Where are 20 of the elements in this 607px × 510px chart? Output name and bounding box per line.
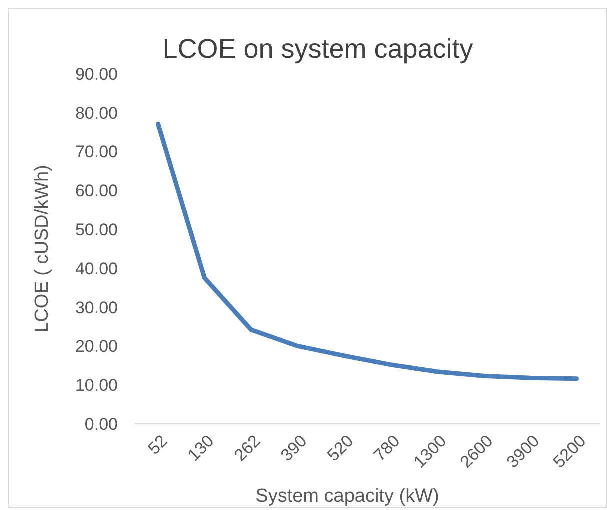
x-axis-title: System capacity (kW) <box>256 486 440 507</box>
x-tick-label: 520 <box>324 432 358 466</box>
x-tick-label: 390 <box>277 432 311 466</box>
y-axis-title: LCOE ( cUSD/kWh) <box>32 165 53 333</box>
y-tick-label: 70.00 <box>75 142 118 162</box>
x-tick-label: 52 <box>144 432 172 458</box>
y-tick-label: 40.00 <box>75 259 118 278</box>
x-tick-label: 780 <box>370 432 404 466</box>
y-tick-label: 20.00 <box>75 337 118 356</box>
y-tick-label: 80.00 <box>75 104 118 123</box>
x-tick-label: 130 <box>184 432 218 466</box>
y-tick-label: 0.00 <box>84 414 118 434</box>
y-tick-label: 30.00 <box>75 298 118 318</box>
y-tick-label: 50.00 <box>75 220 118 240</box>
y-tick-label: 90.00 <box>75 64 118 84</box>
x-tick-label: 262 <box>230 432 264 466</box>
line-series <box>156 122 579 382</box>
y-tick-label: 10.00 <box>75 376 118 396</box>
chart-title: LCOE on system capacity <box>162 34 474 64</box>
y-tick-label: 60.00 <box>75 182 118 201</box>
